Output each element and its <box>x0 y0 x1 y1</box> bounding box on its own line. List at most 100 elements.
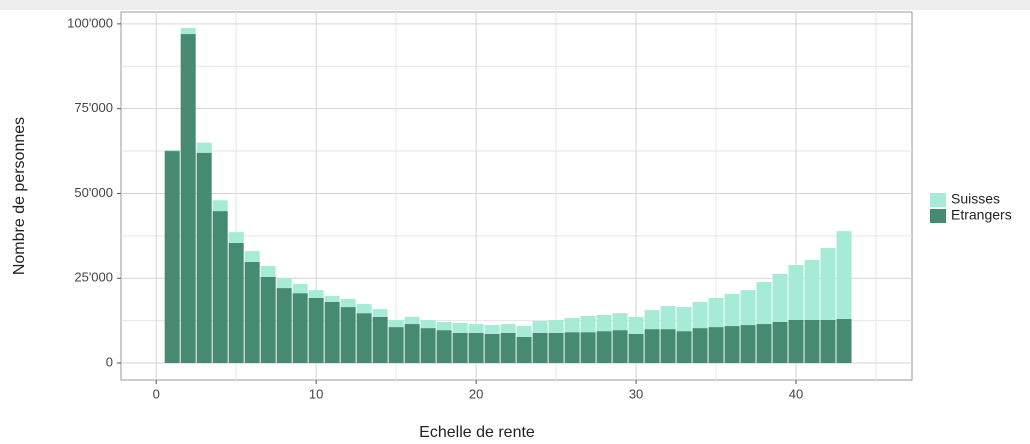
bar-segment <box>468 324 484 333</box>
bar-segment <box>788 265 804 320</box>
bar-segment <box>260 276 276 364</box>
bar-segment <box>628 333 644 364</box>
bar-segment <box>612 313 628 331</box>
bar-segment <box>564 332 580 364</box>
bar-segment <box>708 297 724 328</box>
x-axis-label: Echelle de rente <box>419 424 535 441</box>
bar-segment <box>756 281 772 325</box>
bar-segment <box>324 301 340 364</box>
bar-segment <box>244 261 260 364</box>
bar-segment <box>420 328 436 364</box>
bar-segment <box>580 332 596 364</box>
bar-segment <box>660 329 676 364</box>
bar-segment <box>692 301 708 329</box>
y-tick-label: 0 <box>106 354 113 369</box>
bar-segment <box>212 211 228 364</box>
bar-segment <box>228 242 244 364</box>
y-tick-label: 50'000 <box>74 185 113 200</box>
top-strip <box>0 0 1030 10</box>
bar-segment <box>180 34 196 364</box>
bar-segment <box>164 150 180 152</box>
bar-segment <box>804 319 820 364</box>
legend-swatch <box>930 209 946 223</box>
bar-segment <box>404 316 420 325</box>
bar-segment <box>580 315 596 333</box>
bar-segment <box>308 290 324 298</box>
bar-segment <box>308 297 324 364</box>
bar-segment <box>820 319 836 364</box>
y-tick-label: 75'000 <box>74 100 113 115</box>
y-tick-label: 25'000 <box>74 270 113 285</box>
bar-segment <box>452 323 468 333</box>
bar-segment <box>596 331 612 364</box>
bar-segment <box>516 336 532 364</box>
bar-segment <box>772 322 788 364</box>
bar-segment <box>628 316 644 334</box>
bar-segment <box>340 298 356 308</box>
bar-segment <box>164 151 180 364</box>
bar-segment <box>724 326 740 364</box>
bar-segment <box>612 330 628 364</box>
y-axis-label: Nombre de personnes <box>11 117 28 275</box>
bar-segment <box>500 324 516 333</box>
bar-segment <box>436 322 452 331</box>
bar-segment <box>196 152 212 364</box>
bar-segment <box>292 293 308 364</box>
bar-segment <box>740 325 756 364</box>
bar-segment <box>644 329 660 364</box>
bar-segment <box>532 320 548 333</box>
bar-segment <box>228 232 244 243</box>
x-tick-label: 20 <box>469 386 483 401</box>
bar-segment <box>596 314 612 332</box>
legend-label: Etrangers <box>951 207 1012 223</box>
bar-segment <box>516 326 532 337</box>
bar-segment <box>180 27 196 35</box>
bar-segment <box>276 288 292 364</box>
bar-segment <box>404 324 420 364</box>
bar-segment <box>740 290 756 326</box>
bar-segment <box>804 259 820 320</box>
bar-segment <box>676 331 692 364</box>
x-tick-label: 30 <box>629 386 643 401</box>
bar-segment <box>340 307 356 364</box>
bar-segment <box>532 332 548 364</box>
x-tick-label: 10 <box>309 386 323 401</box>
bar-segment <box>388 327 404 364</box>
bar-segment <box>420 319 436 329</box>
x-tick-label: 40 <box>789 386 803 401</box>
bar-segment <box>372 316 388 364</box>
bar-segment <box>436 330 452 364</box>
bar-segment <box>212 200 228 212</box>
y-tick-label: 100'000 <box>67 15 113 30</box>
bar-segment <box>292 284 308 294</box>
bar-segment <box>708 327 724 364</box>
bar-segment <box>356 313 372 364</box>
bar-segment <box>372 309 388 317</box>
bar-segment <box>260 266 276 277</box>
bar-segment <box>644 310 660 330</box>
bar-segment <box>836 231 852 319</box>
bar-segment <box>356 304 372 314</box>
bar-segment <box>820 248 836 320</box>
bar-segment <box>484 325 500 334</box>
bar-segment <box>724 293 740 327</box>
bar-segment <box>500 332 516 364</box>
legend-swatch <box>930 193 946 207</box>
bar-segment <box>692 328 708 364</box>
bar-segment <box>676 307 692 332</box>
bar-segment <box>564 317 580 333</box>
bar-segment <box>276 277 292 289</box>
bar-segment <box>388 319 404 328</box>
bar-segment <box>468 332 484 364</box>
bar-segment <box>452 332 468 364</box>
bar-segment <box>196 142 212 153</box>
bar-segment <box>756 324 772 364</box>
bar-segment <box>660 306 676 330</box>
bar-segment <box>772 273 788 323</box>
bar-segment <box>324 295 340 302</box>
bar-segment <box>548 332 564 364</box>
legend-label: Suisses <box>951 191 1000 207</box>
bar-segment <box>788 319 804 364</box>
